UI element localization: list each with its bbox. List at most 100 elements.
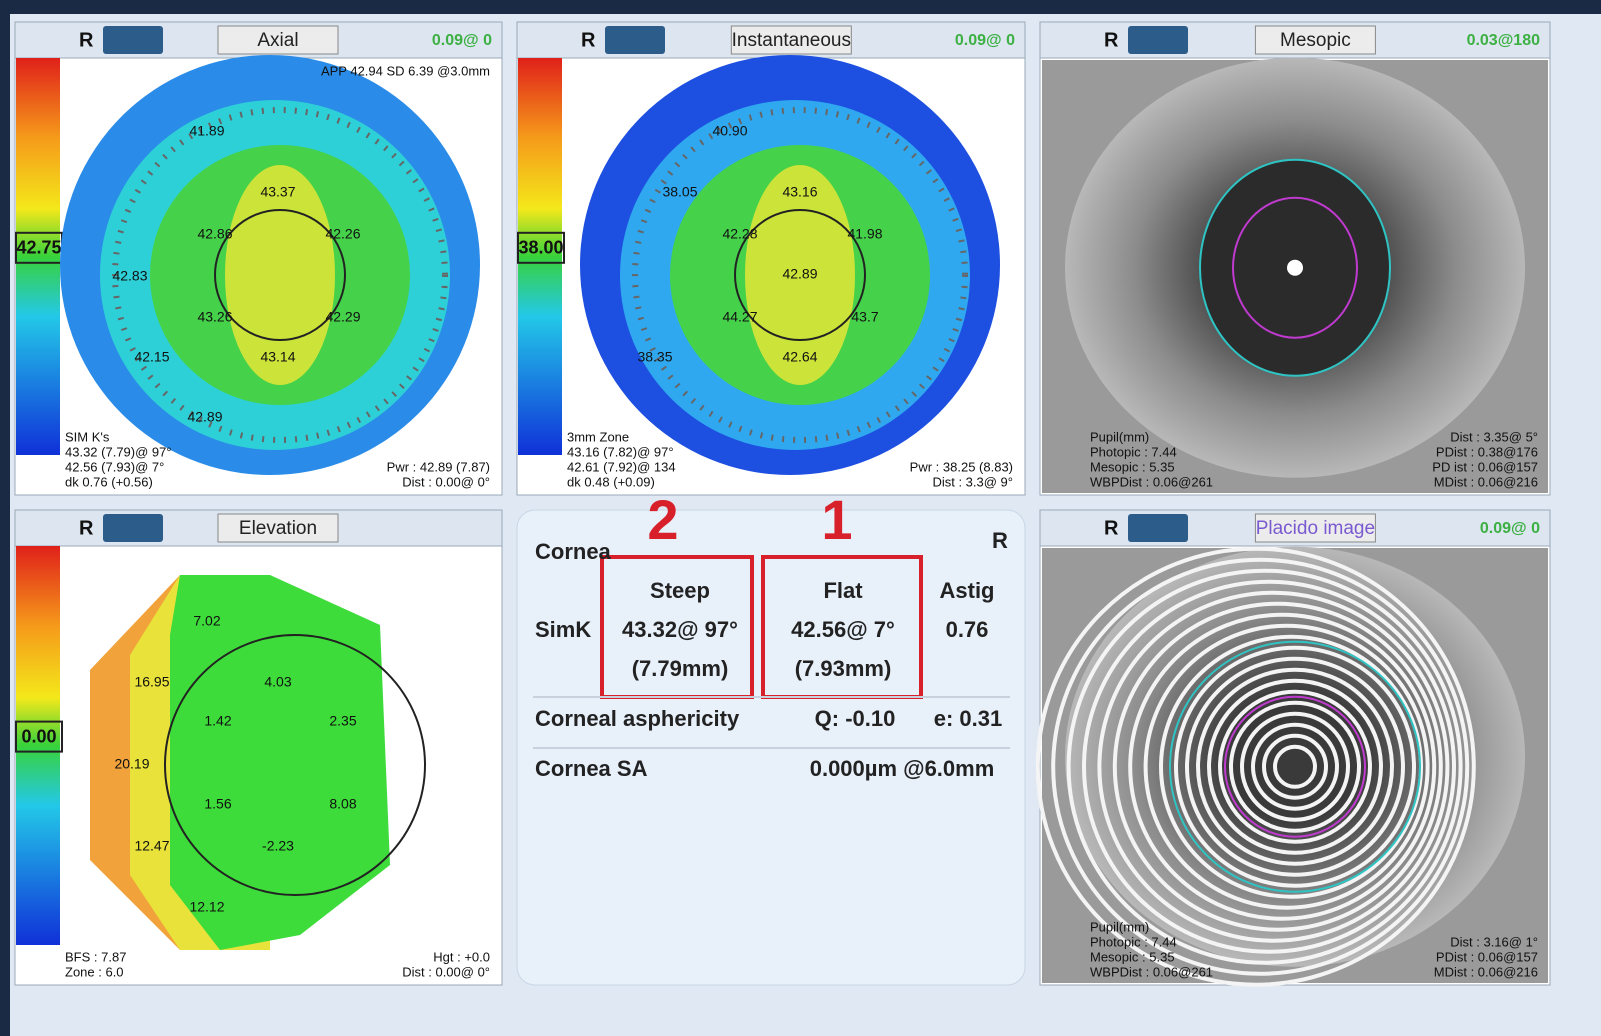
scale-marker-box [517,231,565,264]
map-label: 16.95 [134,674,169,690]
map-label: 38.05 [662,184,697,200]
tool-button[interactable] [1128,514,1188,542]
footer-right: Dist : 0.00@ 0° [402,474,490,489]
eye-label: R [79,29,94,51]
summary-text: R [992,528,1008,553]
degree-ring [112,107,448,443]
tool-button[interactable] [103,26,163,54]
summary-text: Astig [940,578,995,603]
placido-ring [1240,711,1350,822]
limbus-ring [1169,640,1421,893]
left-edge [0,0,10,1036]
map-note: APP 42.94 SD 6.39 @3.0mm [321,63,490,78]
iris [1065,546,1525,967]
map-label: 42.64 [782,349,817,365]
tool-button[interactable] [1128,26,1188,54]
color-scale [518,58,562,455]
summary-text: Cornea SA [535,756,648,781]
map-label: 12.47 [134,838,169,854]
tool-button[interactable] [103,514,163,542]
indicator: 0.03@180 [1467,32,1541,49]
placido-ring [1035,546,1476,987]
map-label: 42.26 [325,226,360,242]
footer-left: 42.61 (7.92)@ 134 [567,459,676,474]
footer-left: WBPDist : 0.06@261 [1090,964,1213,979]
map-label: 42.86 [197,226,232,242]
zone-circle [734,209,866,341]
map-label: 43.16 [782,184,817,200]
map-label: 4.03 [264,674,291,690]
view-tab[interactable] [217,25,339,55]
map-label: 38.35 [637,349,672,365]
map-label: 42.15 [134,349,169,365]
pupil-ring [1224,695,1366,838]
view-title: Placido image [1256,518,1375,539]
scale-marker: 42.75 [16,238,61,258]
eye-label: R [1104,517,1119,539]
summary-text: Cornea [535,539,612,564]
scale-marker-box [15,720,63,753]
placido-ring [1229,700,1361,833]
scale-marker: 38.00 [518,238,563,258]
footer-right: Dist : 3.35@ 5° [1450,429,1538,444]
view-title: Elevation [239,518,317,539]
summary-text: (7.79mm) [632,656,729,681]
eye-label: R [1104,29,1119,51]
footer-left: Mesopic : 5.35 [1090,949,1175,964]
footer-right: MDist : 0.06@216 [1434,964,1538,979]
reflex [1287,259,1303,276]
top-edge [0,0,1601,14]
footer-right: PDist : 0.38@176 [1436,444,1538,459]
summary-text: e: 0.31 [934,706,1003,731]
footer-left: Photopic : 7.44 [1090,444,1177,459]
map-label: 41.98 [847,226,882,242]
degree-ring [632,107,968,443]
placido-ring [1097,590,1450,943]
view-title: Mesopic [1280,30,1351,51]
footer-right: Pwr : 42.89 (7.87) [387,459,490,474]
view-tab[interactable] [1254,513,1376,543]
footer-left: 43.16 (7.82)@ 97° [567,444,674,459]
map-label: 7.02 [193,613,220,629]
map-label: 42.28 [722,226,757,242]
map-label: -2.23 [262,838,294,854]
map-bowtie [745,165,855,385]
placido-ring [1112,601,1443,932]
marker: 2 [647,488,678,551]
footer-left: 42.56 (7.93)@ 7° [65,459,164,474]
footer-left: dk 0.76 (+0.56) [65,474,153,489]
view-title: Instantaneous [732,30,851,51]
footer-left: BFS : 7.87 [65,949,126,964]
placido-ring [1273,744,1317,789]
view-tab[interactable] [217,513,339,543]
map-label: 42.89 [782,266,817,282]
color-scale [16,546,60,945]
eye-label: R [79,517,94,539]
map-bowtie [225,165,335,385]
tool-button[interactable] [605,26,665,54]
view-tab[interactable] [1254,25,1376,55]
placido-ring [1174,645,1416,888]
summary-text: SimK [535,617,591,642]
footer-left: Pupil(mm) [1090,919,1149,934]
placido-ring [1082,579,1456,954]
map-label: 8.08 [329,796,356,812]
summary-text: 42.56@ 7° [791,617,895,642]
map-label: 43.26 [197,309,232,325]
placido-ring [1262,733,1328,800]
map-label: 44.27 [722,309,757,325]
footer-right: PD ist : 0.06@157 [1432,459,1538,474]
view-tab[interactable] [730,25,852,55]
footer-right: Pwr : 38.25 (8.83) [910,459,1013,474]
color-scale [16,58,60,455]
placido-ring [1251,722,1339,811]
placido-ring [1207,678,1383,855]
placido-ring [1051,557,1470,976]
footer-left: 3mm Zone [567,429,629,444]
indicator: 0.09@ 0 [1480,520,1540,537]
footer-right: Dist : 3.16@ 1° [1450,934,1538,949]
pupil-ring [1232,196,1358,339]
reference-circle [164,634,426,896]
